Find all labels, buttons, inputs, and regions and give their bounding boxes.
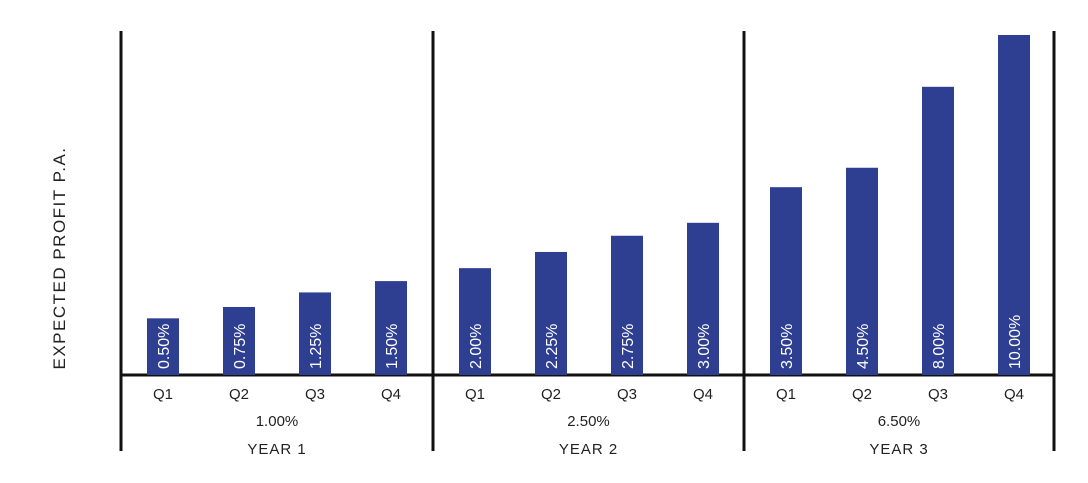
bar-year-3-q2 (846, 167, 878, 375)
bar-year-3-q3 (922, 86, 954, 376)
group-name-label: YEAR 1 (247, 441, 306, 458)
bar-value-label: 3.00% (696, 324, 713, 369)
bar-year-3-q1 (770, 187, 802, 375)
group-total-label: 1.00% (256, 413, 299, 430)
bar-value-label: 4.50% (855, 324, 872, 369)
bar-value-label: 0.50% (156, 324, 173, 369)
x-tick-label: Q2 (541, 386, 561, 403)
x-tick-label: Q3 (928, 386, 948, 403)
group-name-label: YEAR 3 (869, 441, 928, 458)
group-total-label: 6.50% (878, 413, 921, 430)
x-tick-label: Q2 (229, 386, 249, 403)
x-tick-label: Q1 (465, 386, 485, 403)
x-tick-label: Q4 (381, 386, 401, 403)
bar-year-2-q1 (459, 268, 491, 375)
bar-year-1-q1 (147, 318, 179, 375)
group-total-label: 2.50% (567, 413, 610, 430)
x-tick-label: Q1 (776, 386, 796, 403)
bar-value-label: 10.00% (1007, 315, 1024, 369)
x-tick-label: Q2 (852, 386, 872, 403)
x-tick-label: Q1 (153, 386, 173, 403)
x-tick-label: Q3 (617, 386, 637, 403)
x-tick-label: Q3 (305, 386, 325, 403)
bar-value-label: 3.50% (779, 324, 796, 369)
bar-value-label: 2.75% (620, 324, 637, 369)
bar-year-2-q3 (611, 235, 643, 375)
bar-year-3-q4 (998, 35, 1030, 375)
bar-value-label: 0.75% (232, 324, 249, 369)
group-name-label: YEAR 2 (559, 441, 618, 458)
bar-year-1-q4 (375, 281, 407, 375)
bar-value-label: 1.25% (308, 324, 325, 369)
bar-value-label: 1.50% (384, 324, 401, 369)
bar-value-label: 2.25% (544, 324, 561, 369)
bar-year-2-q4 (687, 222, 719, 375)
bar-year-1-q3 (299, 292, 331, 375)
bar-year-2-q2 (535, 251, 567, 375)
bar-year-1-q2 (223, 307, 255, 375)
bar-value-label: 8.00% (931, 324, 948, 369)
x-tick-label: Q4 (693, 386, 713, 403)
bar-value-label: 2.00% (468, 324, 485, 369)
x-tick-label: Q4 (1004, 386, 1024, 403)
